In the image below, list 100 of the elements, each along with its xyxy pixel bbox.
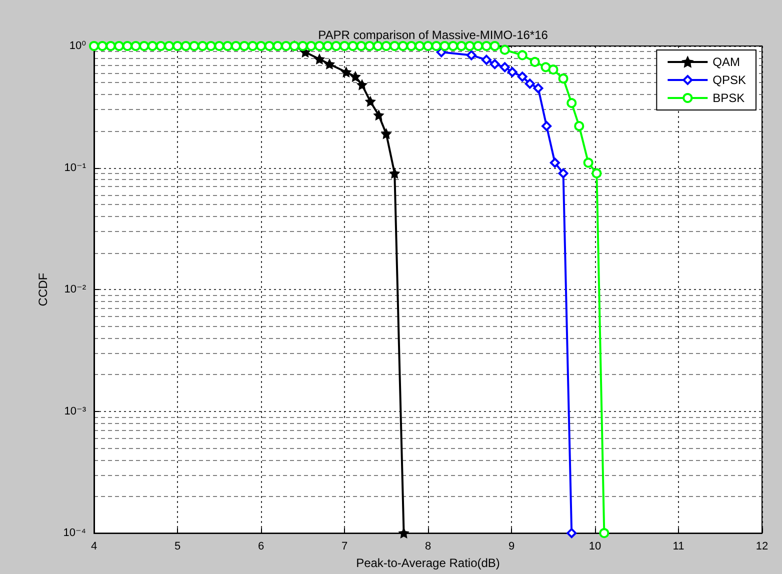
- point: [256, 41, 266, 51]
- point: [364, 41, 375, 51]
- point: [230, 41, 241, 51]
- y-tick-label: 10⁻²: [64, 284, 86, 296]
- y-tick-label: 10⁻¹: [64, 162, 86, 174]
- point: [248, 41, 258, 51]
- point: [306, 41, 316, 51]
- point: [340, 41, 350, 51]
- x-tick-label: 7: [341, 540, 348, 553]
- point: [599, 528, 610, 538]
- point: [322, 41, 333, 51]
- point: [180, 41, 191, 51]
- point: [114, 41, 124, 51]
- point: [566, 528, 577, 538]
- x-tick-label: 9: [508, 540, 515, 553]
- point: [374, 110, 384, 120]
- point: [222, 41, 233, 51]
- point: [130, 41, 141, 51]
- point: [490, 59, 500, 70]
- point: [414, 41, 425, 51]
- point: [206, 41, 216, 51]
- point: [106, 41, 116, 51]
- chart-title: PAPR comparison of Massive-MIMO-16*16: [318, 28, 548, 42]
- point: [390, 41, 400, 51]
- point: [298, 41, 308, 51]
- point: [366, 96, 376, 106]
- point: [198, 41, 208, 51]
- point: [172, 41, 182, 51]
- point: [456, 41, 466, 51]
- point: [281, 41, 292, 51]
- y-tick-label: 10⁻⁴: [63, 527, 86, 540]
- point: [507, 67, 518, 78]
- point: [566, 98, 577, 108]
- point: [481, 54, 492, 65]
- point: [540, 62, 551, 72]
- point: [189, 41, 200, 51]
- x-axis-title: Peak-to-Average Ratio(dB): [356, 556, 500, 570]
- point: [406, 41, 416, 51]
- y-tick-label: 10⁻³: [64, 405, 86, 418]
- point: [558, 74, 568, 84]
- x-tick-label: 5: [174, 540, 181, 553]
- point: [574, 121, 584, 132]
- point: [381, 41, 392, 51]
- point: [524, 78, 535, 89]
- x-tick-label: 4: [90, 540, 98, 553]
- point: [372, 41, 383, 51]
- point: [517, 50, 528, 60]
- point: [89, 41, 99, 51]
- point: [592, 168, 602, 178]
- point: [500, 62, 510, 72]
- point: [390, 168, 400, 178]
- point: [490, 41, 500, 51]
- point: [156, 41, 166, 51]
- point: [331, 41, 342, 51]
- point: [517, 72, 528, 82]
- point: [356, 41, 366, 51]
- point: [548, 64, 558, 75]
- y-tick-label: 10⁰: [69, 40, 87, 52]
- point: [382, 129, 391, 139]
- point: [533, 83, 544, 94]
- point: [272, 41, 283, 51]
- point: [464, 41, 475, 51]
- point: [583, 158, 594, 168]
- point: [542, 121, 552, 132]
- point: [314, 41, 324, 51]
- point: [448, 41, 458, 51]
- point: [239, 41, 250, 51]
- point: [214, 41, 224, 51]
- point: [473, 41, 484, 51]
- point: [399, 528, 409, 538]
- point: [314, 54, 324, 64]
- point: [341, 67, 351, 77]
- point: [97, 41, 108, 51]
- x-tick-label: 8: [424, 540, 432, 553]
- point: [466, 50, 476, 60]
- point: [324, 59, 334, 69]
- point: [440, 41, 450, 51]
- x-tick-label: 12: [756, 540, 768, 553]
- point: [398, 41, 408, 51]
- legend-label: QPSK: [712, 73, 746, 87]
- point: [164, 41, 174, 51]
- point: [530, 56, 540, 67]
- point: [264, 41, 274, 51]
- point: [122, 41, 132, 51]
- point: [481, 41, 492, 51]
- x-tick-label: 10: [588, 540, 602, 553]
- point: [147, 41, 158, 51]
- y-axis-title: CCDF: [36, 272, 50, 306]
- point: [139, 41, 150, 51]
- point: [431, 41, 442, 51]
- point: [550, 158, 560, 168]
- x-tick-label: 11: [672, 540, 684, 553]
- x-tick-label: 6: [258, 540, 264, 553]
- point: [348, 41, 358, 51]
- point: [357, 80, 367, 90]
- legend-label: QAM: [712, 55, 740, 69]
- point: [350, 72, 360, 82]
- point: [558, 168, 568, 178]
- legend-label: BPSK: [712, 91, 745, 105]
- point: [500, 44, 510, 55]
